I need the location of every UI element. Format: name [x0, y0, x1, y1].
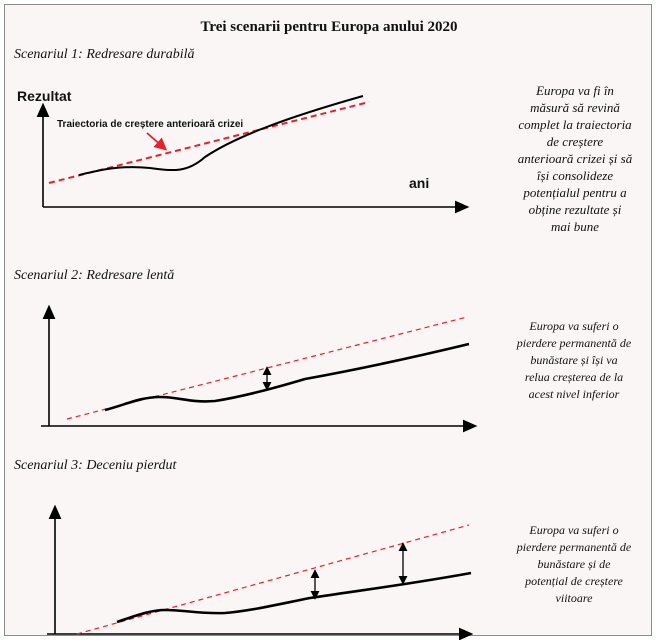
scenario-2-output-line — [104, 342, 470, 412]
scenario-1-x-axis-label: ani — [409, 175, 429, 191]
figure-frame: Trei scenarii pentru Europa anului 2020 … — [4, 4, 652, 640]
scenario-1-callout-label: Traiectoria de creștere anterioară crize… — [57, 119, 243, 130]
scenario-1-callout-arrow — [146, 132, 168, 151]
figure-title: Trei scenarii pentru Europa anului 2020 — [200, 19, 458, 35]
scenario-2-trend-line — [66, 316, 468, 420]
scenario-1-output-line — [78, 95, 364, 176]
scenario-2-description: Europa va suferi o pierdere permanentă d… — [516, 319, 632, 401]
scenario-2-label: Scenariul 2: Redresare lentă — [14, 268, 175, 283]
scenario-3-description: Europa va suferi o pierdere permanentă d… — [516, 523, 632, 605]
scenario-1-label: Scenariul 1: Redresare durabilă — [14, 47, 195, 62]
scenario-3-trend-line — [76, 524, 470, 635]
scenario-3-output-line — [116, 571, 472, 624]
scenario-1-description: Europa va fi în măsură să revină complet… — [517, 83, 633, 234]
scenario-3-label: Scenariul 3: Deceniu pierdut — [14, 458, 177, 473]
scenario-1-diagram: Rezultat ani Traiectoria de creștere ant… — [17, 88, 478, 640]
scenario-1-y-axis-label: Rezultat — [17, 88, 72, 104]
